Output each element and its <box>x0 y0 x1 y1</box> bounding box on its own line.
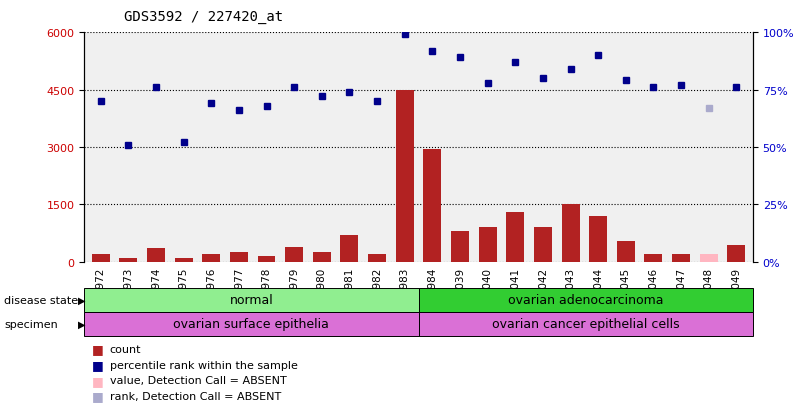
Text: ■: ■ <box>92 342 104 356</box>
Bar <box>368 254 386 262</box>
Text: normal: normal <box>229 293 273 306</box>
Text: rank, Detection Call = ABSENT: rank, Detection Call = ABSENT <box>110 391 281 401</box>
Bar <box>119 259 137 262</box>
Text: disease state: disease state <box>4 295 78 305</box>
Text: ■: ■ <box>92 358 104 371</box>
Text: ovarian adenocarcinoma: ovarian adenocarcinoma <box>508 293 663 306</box>
Bar <box>285 247 303 262</box>
Bar <box>451 232 469 262</box>
Bar <box>340 235 358 262</box>
Bar <box>258 256 276 262</box>
Bar <box>147 249 165 262</box>
Bar <box>84 312 418 336</box>
Bar <box>84 288 418 312</box>
Bar <box>562 205 579 262</box>
Text: ■: ■ <box>92 374 104 387</box>
Text: value, Detection Call = ABSENT: value, Detection Call = ABSENT <box>110 375 287 385</box>
Bar <box>645 254 662 262</box>
Bar <box>700 254 718 262</box>
Bar <box>91 254 110 262</box>
Bar <box>534 228 552 262</box>
Bar <box>313 253 331 262</box>
Bar <box>479 228 497 262</box>
Text: ovarian cancer epithelial cells: ovarian cancer epithelial cells <box>492 317 679 330</box>
Text: ▶: ▶ <box>78 319 85 329</box>
Bar <box>175 259 192 262</box>
Text: specimen: specimen <box>4 319 58 329</box>
Text: ovarian surface epithelia: ovarian surface epithelia <box>173 317 329 330</box>
Bar <box>590 216 607 262</box>
Bar <box>396 90 413 262</box>
Bar <box>506 213 524 262</box>
Bar <box>418 312 753 336</box>
Text: ■: ■ <box>92 389 104 403</box>
Bar <box>727 245 746 262</box>
Text: ▶: ▶ <box>78 295 85 305</box>
Bar <box>418 288 753 312</box>
Bar <box>617 241 634 262</box>
Bar <box>424 150 441 262</box>
Text: percentile rank within the sample: percentile rank within the sample <box>110 360 298 370</box>
Bar <box>203 254 220 262</box>
Bar <box>672 254 690 262</box>
Text: GDS3592 / 227420_at: GDS3592 / 227420_at <box>124 10 284 24</box>
Text: count: count <box>110 344 141 354</box>
Bar <box>230 253 248 262</box>
